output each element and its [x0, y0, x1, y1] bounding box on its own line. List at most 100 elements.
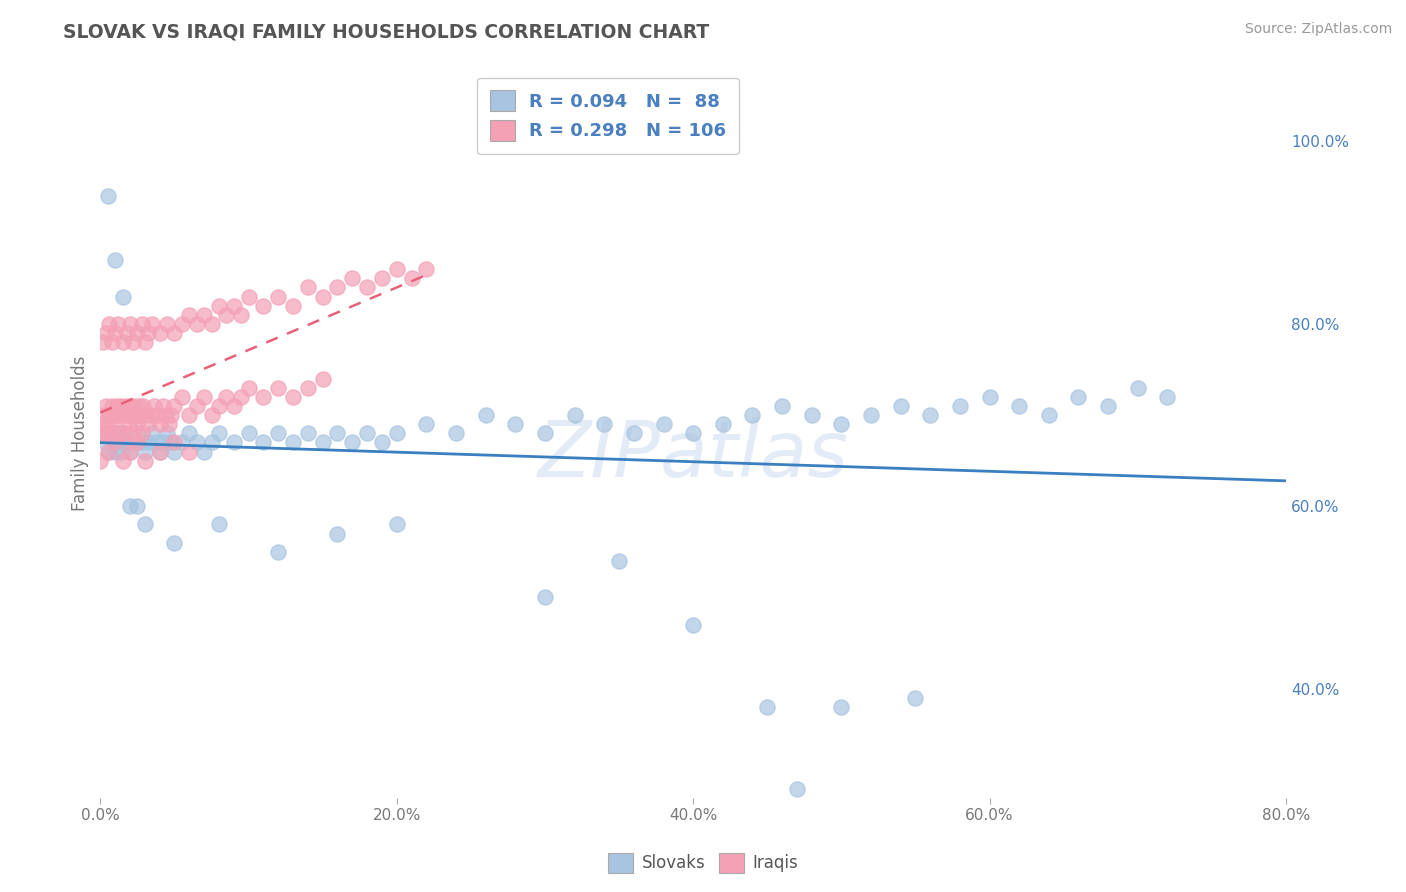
Point: [110, 399, 132, 413]
Point: [127, 426, 149, 441]
Point: [96, 326, 118, 340]
Point: [564, 408, 586, 422]
Point: [222, 299, 245, 313]
Point: [593, 417, 616, 432]
Point: [170, 390, 193, 404]
Point: [342, 435, 364, 450]
Point: [385, 517, 408, 532]
Point: [104, 326, 127, 340]
Point: [163, 435, 186, 450]
Point: [91, 335, 114, 350]
Point: [122, 435, 145, 450]
Point: [200, 435, 222, 450]
Point: [401, 271, 423, 285]
Text: SLOVAK VS IRAQI FAMILY HOUSEHOLDS CORRELATION CHART: SLOVAK VS IRAQI FAMILY HOUSEHOLDS CORREL…: [63, 22, 710, 41]
Point: [163, 326, 186, 340]
Point: [890, 399, 912, 413]
Point: [1156, 390, 1178, 404]
Point: [415, 262, 437, 277]
Point: [127, 326, 149, 340]
Point: [231, 390, 253, 404]
Point: [115, 435, 138, 450]
Point: [97, 444, 120, 458]
Point: [131, 426, 153, 441]
Point: [155, 408, 177, 422]
Point: [311, 289, 333, 303]
Point: [920, 408, 942, 422]
Point: [115, 408, 138, 422]
Point: [756, 699, 779, 714]
Point: [104, 435, 127, 450]
Point: [131, 435, 153, 450]
Point: [160, 435, 183, 450]
Point: [342, 271, 364, 285]
Point: [111, 289, 134, 303]
Point: [163, 535, 186, 549]
Point: [107, 426, 129, 441]
Point: [231, 308, 253, 322]
Point: [114, 399, 136, 413]
Point: [127, 435, 149, 450]
Point: [904, 690, 927, 705]
Point: [103, 435, 125, 450]
Point: [238, 289, 260, 303]
Point: [122, 426, 145, 441]
Point: [129, 408, 152, 422]
Point: [474, 408, 496, 422]
Point: [134, 453, 156, 467]
Point: [156, 317, 179, 331]
Point: [200, 408, 222, 422]
Point: [132, 399, 155, 413]
Point: [208, 517, 231, 532]
Point: [949, 399, 972, 413]
Point: [200, 317, 222, 331]
Point: [281, 390, 304, 404]
Y-axis label: Family Households: Family Households: [72, 356, 89, 511]
Point: [371, 271, 394, 285]
Point: [163, 444, 186, 458]
Point: [208, 299, 231, 313]
Legend: R = 0.094   N =  88, R = 0.298   N = 106: R = 0.094 N = 88, R = 0.298 N = 106: [477, 78, 740, 153]
Point: [385, 262, 408, 277]
Point: [281, 435, 304, 450]
Point: [118, 317, 141, 331]
Point: [149, 444, 172, 458]
Point: [101, 426, 124, 441]
Point: [107, 408, 129, 422]
Legend: Slovaks, Iraqis: Slovaks, Iraqis: [602, 847, 804, 880]
Point: [103, 408, 125, 422]
Point: [186, 399, 208, 413]
Point: [623, 426, 645, 441]
Point: [134, 517, 156, 532]
Point: [505, 417, 527, 432]
Point: [800, 408, 823, 422]
Point: [108, 426, 131, 441]
Point: [142, 399, 165, 413]
Point: [149, 444, 172, 458]
Point: [149, 417, 172, 432]
Point: [90, 417, 112, 432]
Point: [105, 399, 128, 413]
Point: [108, 435, 131, 450]
Point: [112, 426, 135, 441]
Point: [281, 299, 304, 313]
Point: [89, 453, 111, 467]
Point: [534, 591, 557, 605]
Point: [136, 417, 159, 432]
Point: [111, 408, 134, 422]
Point: [222, 435, 245, 450]
Point: [208, 399, 231, 413]
Point: [385, 426, 408, 441]
Point: [125, 408, 148, 422]
Point: [682, 617, 704, 632]
Point: [145, 435, 167, 450]
Point: [141, 317, 163, 331]
Point: [267, 381, 290, 395]
Point: [652, 417, 675, 432]
Point: [136, 435, 159, 450]
Point: [118, 500, 141, 514]
Point: [326, 526, 349, 541]
Point: [121, 408, 143, 422]
Point: [1126, 381, 1149, 395]
Point: [297, 381, 319, 395]
